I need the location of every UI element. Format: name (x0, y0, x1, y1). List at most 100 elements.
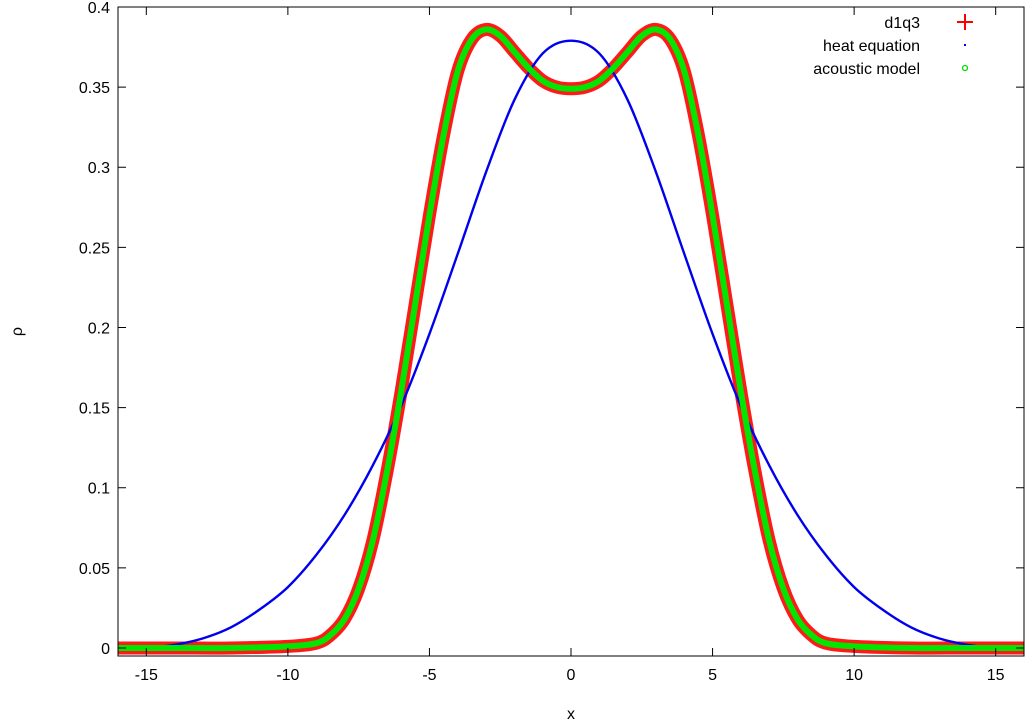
data-point (329, 633, 332, 637)
legend-label: heat equation (823, 38, 920, 55)
data-point (598, 79, 601, 82)
x-tick-label: -5 (422, 667, 436, 684)
data-point (938, 637, 940, 640)
y-tick-label: 0.1 (88, 481, 110, 498)
y-axis-label: ρ (9, 327, 26, 336)
series-line (118, 26, 1024, 652)
data-point (909, 646, 912, 650)
data-point (810, 633, 813, 637)
data-point (343, 514, 346, 516)
data-point (852, 645, 856, 648)
data-point (570, 39, 572, 42)
data-point (768, 464, 770, 467)
data-point (767, 539, 771, 542)
data-point (612, 66, 615, 70)
data-point (683, 252, 686, 255)
y-tick-label: 0.2 (88, 320, 110, 337)
legend: d1q3 heat equation acoustic model (813, 14, 973, 78)
data-point (372, 464, 374, 467)
data-point (499, 34, 502, 38)
data-point (753, 470, 757, 473)
data-point (442, 133, 445, 137)
data-point (654, 28, 658, 31)
y-tick-label: 0.35 (79, 80, 110, 97)
data-point (824, 641, 828, 645)
data-point (626, 50, 629, 54)
y-tick-label: 0.3 (88, 160, 110, 177)
data-point (626, 99, 629, 101)
legend-dot-icon (964, 44, 966, 46)
data-point (683, 69, 686, 73)
y-tick-label: 0 (101, 641, 110, 658)
data-point (541, 52, 544, 55)
data-point (485, 171, 487, 173)
tick-layer: -15 -10 -5 0 5 10 15 0 0.05 0.1 0.15 0.2 0.25 0.3 0.35… (79, 0, 1024, 684)
data-point (456, 69, 459, 73)
data-point (287, 586, 289, 588)
data-point (583, 85, 587, 89)
data-point (484, 28, 488, 31)
data-point (966, 646, 969, 650)
data-point (399, 390, 403, 393)
data-point (527, 66, 530, 70)
x-tick-label: -10 (276, 667, 299, 684)
series-layer (118, 22, 1024, 655)
data-point (428, 214, 431, 217)
data-point (697, 133, 700, 137)
legend-circle-icon (961, 64, 969, 72)
data-point (513, 99, 516, 101)
data-point (456, 252, 459, 255)
y-tick-label: 0.15 (79, 401, 110, 418)
data-point (258, 608, 261, 611)
data-point (428, 333, 431, 335)
y-tick-label: 0.05 (79, 561, 110, 578)
data-point (513, 50, 516, 54)
data-point (825, 554, 827, 556)
x-tick-label: 0 (567, 667, 576, 684)
data-point (315, 554, 317, 556)
x-axis-label: x (567, 706, 575, 723)
data-point (173, 646, 176, 650)
data-point (202, 637, 204, 640)
data-point (711, 333, 714, 335)
data-point (668, 37, 672, 41)
data-point (655, 171, 657, 173)
data-point (909, 626, 912, 628)
data-point (357, 587, 360, 590)
data-point (314, 641, 318, 645)
data-point (541, 79, 544, 82)
data-point (782, 587, 785, 590)
x-tick-label: 10 (845, 667, 863, 684)
data-point (230, 626, 233, 628)
data-point (569, 87, 573, 90)
data-point (230, 646, 233, 650)
data-point (640, 34, 643, 38)
legend-plus-icon (957, 14, 973, 30)
data-point (385, 470, 389, 473)
data-point (881, 608, 884, 611)
data-point (286, 645, 290, 648)
data-point (343, 617, 346, 621)
x-tick-label: 5 (708, 667, 717, 684)
legend-label: acoustic model (813, 61, 920, 78)
series-d1q3 (118, 22, 1024, 655)
data-point (555, 85, 559, 89)
plot-frame (117, 6, 1025, 657)
data-point (853, 586, 855, 588)
x-tick-label: 15 (987, 667, 1005, 684)
x-tick-label: -15 (135, 667, 158, 684)
data-point (598, 52, 601, 55)
data-point (739, 390, 743, 393)
series-acoustic-model (118, 26, 1024, 652)
series-heat-equation (118, 39, 1024, 650)
data-point (470, 37, 474, 41)
legend-label: d1q3 (884, 15, 920, 32)
y-tick-label: 0.4 (88, 0, 110, 17)
data-point (725, 302, 728, 305)
data-point (796, 514, 799, 516)
data-point (796, 617, 799, 621)
series-line (118, 22, 1024, 655)
data-point (371, 539, 375, 542)
series-line (118, 39, 1024, 650)
